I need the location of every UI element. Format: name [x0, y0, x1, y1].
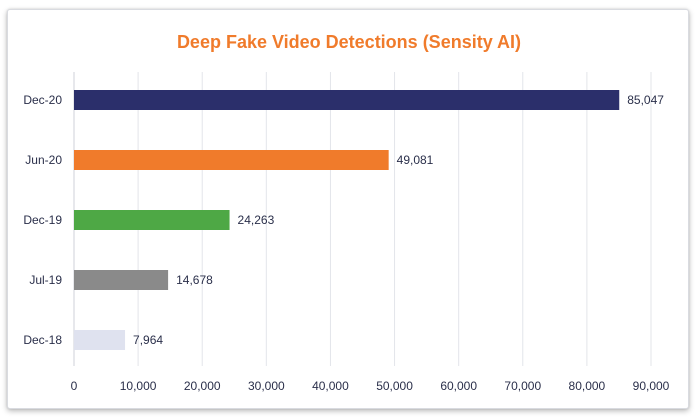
bar — [74, 150, 389, 170]
bar — [74, 90, 620, 110]
x-tick-label: 50,000 — [376, 379, 413, 393]
x-tick-label: 0 — [71, 379, 78, 393]
gridlines — [73, 72, 652, 366]
bar — [74, 210, 230, 230]
x-tick-label: 30,000 — [248, 379, 285, 393]
value-label: 85,047 — [627, 93, 664, 107]
bars — [74, 90, 620, 350]
x-tick-label: 10,000 — [120, 379, 157, 393]
value-label: 49,081 — [397, 153, 434, 167]
x-tick-label: 40,000 — [312, 379, 349, 393]
x-tick-label: 20,000 — [184, 379, 221, 393]
bar — [74, 330, 126, 350]
bar — [74, 270, 169, 290]
category-label: Dec-18 — [23, 333, 62, 347]
category-label: Jul-19 — [29, 273, 62, 287]
x-tick-label: 90,000 — [633, 379, 670, 393]
x-tick-label: 60,000 — [440, 379, 477, 393]
x-axis-tick-labels: 0 10,000 20,000 30,000 40,000 50,000 60,000 70,… — [71, 379, 670, 393]
value-label: 7,964 — [133, 333, 163, 347]
category-labels: Dec-20 Jun-20 Dec-19 Jul-19 Dec-18 — [23, 93, 62, 347]
value-label: 14,678 — [176, 273, 213, 287]
x-tick-label: 70,000 — [504, 379, 541, 393]
category-label: Jun-20 — [25, 153, 62, 167]
chart-title: Deep Fake Video Detections (Sensity AI) — [177, 32, 521, 52]
x-tick-label: 80,000 — [569, 379, 606, 393]
category-label: Dec-19 — [23, 213, 62, 227]
category-label: Dec-20 — [23, 93, 62, 107]
value-label: 24,263 — [238, 213, 275, 227]
value-labels: 85,047 49,081 24,263 14,678 7,964 — [133, 93, 664, 347]
